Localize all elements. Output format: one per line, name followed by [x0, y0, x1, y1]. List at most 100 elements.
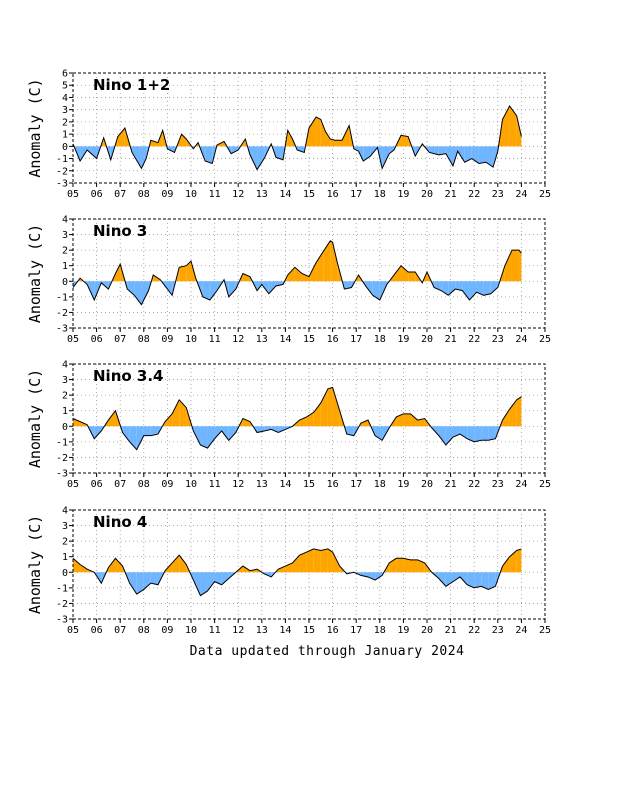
cool-anomaly-fill [467, 572, 475, 588]
y-tick-label: 1 [62, 552, 68, 563]
x-tick-label: 20 [421, 334, 433, 345]
x-tick-label: 25 [539, 189, 551, 200]
x-tick-label: 11 [209, 334, 221, 345]
cool-anomaly-fill [150, 426, 158, 436]
cool-anomaly-fill [455, 281, 463, 291]
panel-title: Nino 3.4 [93, 367, 163, 385]
x-tick-label: 18 [374, 479, 386, 490]
warm-anomaly-fill [309, 262, 317, 282]
cool-anomaly-fill [476, 281, 484, 296]
warm-anomaly-fill [327, 387, 333, 427]
cool-anomaly-fill [382, 146, 390, 169]
warm-anomaly-fill [516, 115, 522, 147]
cool-anomaly-fill [483, 281, 491, 296]
warm-anomaly-fill [332, 242, 338, 282]
warm-anomaly-fill [278, 566, 286, 573]
warm-anomaly-fill [396, 558, 404, 573]
cool-anomaly-fill [275, 281, 284, 286]
y-tick-label: 3 [62, 375, 68, 386]
cool-anomaly-fill [360, 572, 368, 577]
x-tick-label: 22 [468, 625, 480, 636]
cool-anomaly-fill [452, 572, 461, 582]
x-tick-label: 24 [515, 625, 527, 636]
x-tick-label: 16 [327, 625, 339, 636]
x-tick-label: 23 [492, 479, 504, 490]
x-tick-label: 19 [397, 479, 409, 490]
y-tick-label: 5 [62, 81, 68, 92]
warm-anomaly-fill [313, 548, 321, 573]
x-tick-label: 10 [185, 625, 197, 636]
warm-anomaly-fill [172, 555, 180, 573]
cool-anomaly-fill [228, 426, 236, 441]
warm-anomaly-fill [287, 130, 293, 147]
y-tick-label: 3 [62, 521, 68, 532]
footer-data-updated: Data updated through January 2024 [190, 644, 465, 659]
cool-anomaly-fill [228, 281, 236, 297]
warm-anomaly-fill [323, 240, 331, 282]
y-tick-label: -2 [56, 166, 68, 177]
x-tick-label: 09 [161, 625, 173, 636]
y-tick-label: 0 [62, 422, 68, 433]
cool-anomaly-fill [150, 572, 158, 585]
x-tick-label: 25 [539, 479, 551, 490]
x-tick-label: 21 [445, 189, 457, 200]
cool-anomaly-fill [445, 146, 453, 166]
x-tick-label: 22 [468, 189, 480, 200]
warm-anomaly-fill [330, 240, 333, 282]
x-tick-label: 15 [303, 625, 315, 636]
x-tick-label: 10 [185, 479, 197, 490]
warm-anomaly-fill [401, 135, 409, 147]
cool-anomaly-fill [200, 426, 208, 449]
x-tick-label: 13 [256, 625, 268, 636]
warm-anomaly-fill [115, 558, 123, 573]
warm-anomaly-fill [417, 559, 425, 573]
warm-anomaly-fill [325, 131, 331, 147]
x-tick-label: 19 [397, 334, 409, 345]
cool-anomaly-fill [268, 281, 276, 294]
x-tick-label: 23 [492, 334, 504, 345]
x-tick-label: 17 [350, 625, 362, 636]
x-tick-label: 05 [67, 625, 79, 636]
cool-anomaly-fill [481, 572, 489, 590]
warm-anomaly-fill [73, 558, 81, 573]
x-tick-label: 09 [161, 479, 173, 490]
cool-anomaly-fill [462, 281, 470, 300]
cool-anomaly-fill [193, 572, 201, 596]
cool-anomaly-fill [214, 572, 222, 585]
warm-anomaly-fill [502, 106, 510, 147]
warm-anomaly-fill [320, 119, 326, 147]
warm-anomaly-fill [306, 548, 314, 573]
anomaly-series-line [72, 240, 522, 306]
warm-anomaly-fill [509, 550, 517, 573]
warm-anomaly-fill [509, 399, 517, 427]
cool-anomaly-fill [389, 146, 394, 154]
x-tick-label: 18 [374, 625, 386, 636]
y-tick-label: -3 [56, 469, 68, 480]
cool-anomaly-fill [353, 146, 359, 152]
panel-title: Nino 1+2 [93, 76, 170, 94]
x-tick-label: 17 [350, 334, 362, 345]
cool-anomaly-fill [460, 572, 468, 585]
warm-anomaly-fill [509, 106, 517, 147]
warm-anomaly-fill [519, 250, 522, 282]
x-tick-label: 16 [327, 479, 339, 490]
y-tick-label: 4 [62, 506, 68, 517]
x-tick-label: 11 [209, 625, 221, 636]
x-tick-label: 08 [138, 625, 150, 636]
cool-anomaly-fill [264, 426, 272, 431]
cool-anomaly-fill [165, 281, 173, 296]
x-tick-label: 24 [515, 334, 527, 345]
y-tick-label: -2 [56, 308, 68, 319]
cool-anomaly-fill [87, 146, 97, 159]
x-tick-label: 07 [114, 189, 126, 200]
cool-anomaly-fill [202, 281, 210, 300]
x-tick-label: 13 [256, 189, 268, 200]
warm-anomaly-fill [360, 420, 368, 427]
y-tick-label: 2 [62, 117, 68, 128]
warm-anomaly-fill [417, 418, 425, 427]
cool-anomaly-fill [200, 572, 208, 596]
